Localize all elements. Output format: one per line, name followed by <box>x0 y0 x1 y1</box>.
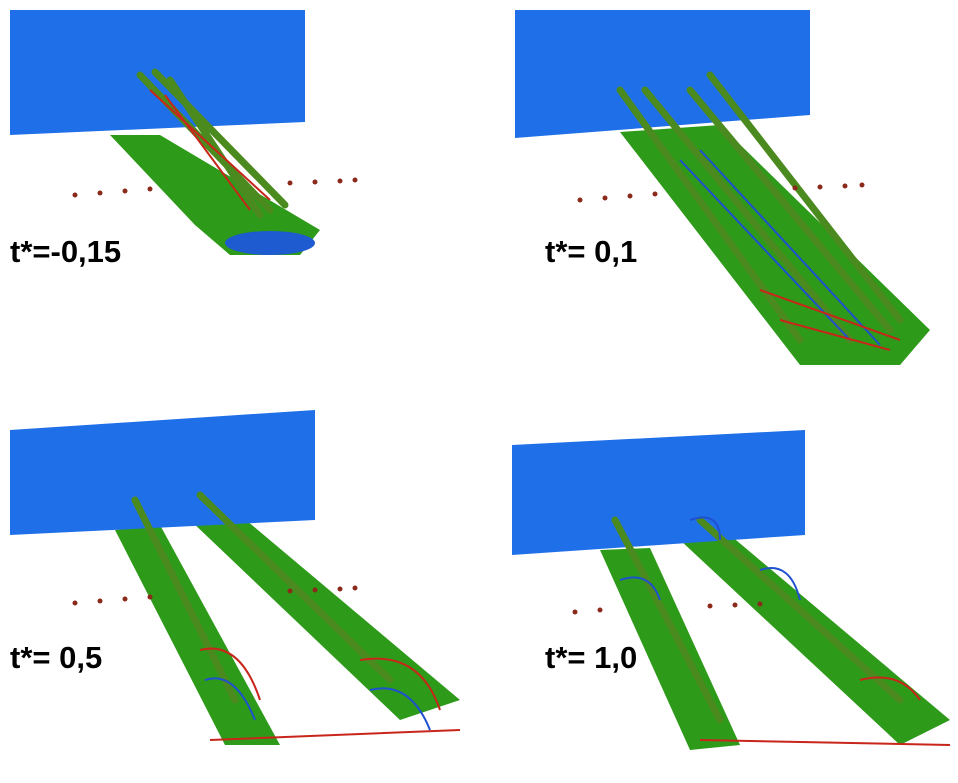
time-label: t*= 1,0 <box>545 640 637 675</box>
plate <box>10 410 315 535</box>
panel-4: t*= 1,0 <box>512 430 950 750</box>
panel-2: t*= 0,1 <box>515 10 930 365</box>
panel-3: t*= 0,5 <box>10 410 460 745</box>
time-label: t*=-0,15 <box>10 234 121 269</box>
plate <box>515 10 810 138</box>
time-label: t*= 0,5 <box>10 640 102 675</box>
jet-tip <box>225 231 315 255</box>
panel-1: t*=-0,15 <box>10 10 358 269</box>
plate <box>512 430 805 555</box>
figure: t*=-0,15 t*= 0,1 t*= 0,5 <box>0 0 958 783</box>
time-label: t*= 0,1 <box>545 234 637 269</box>
